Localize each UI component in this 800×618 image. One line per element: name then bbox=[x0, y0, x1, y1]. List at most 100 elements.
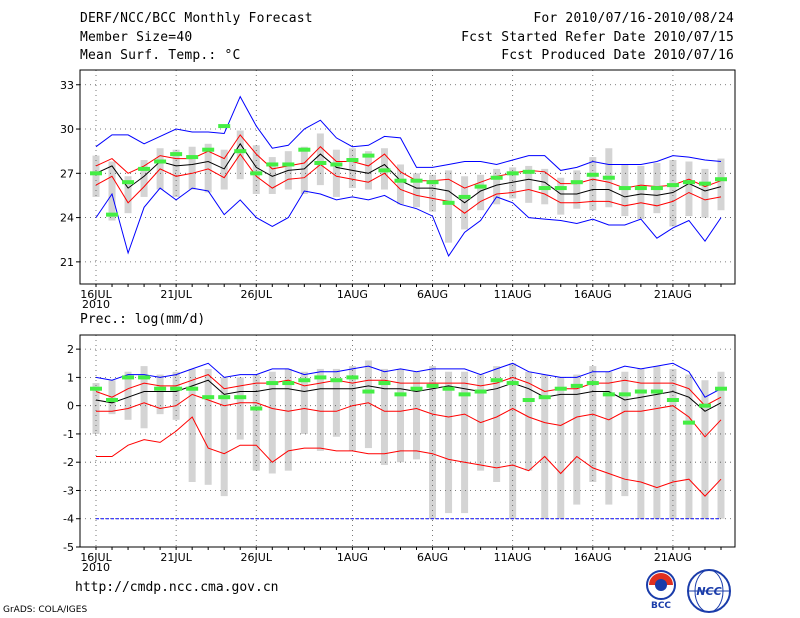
observed-mark bbox=[698, 403, 711, 408]
ensemble-box bbox=[669, 160, 677, 227]
ensemble-box bbox=[364, 151, 372, 190]
observed-mark bbox=[538, 395, 551, 400]
x-tick-label: 26JUL bbox=[241, 551, 273, 564]
observed-mark bbox=[186, 155, 199, 160]
member-size: Member Size=40 bbox=[80, 30, 193, 45]
ensemble-box bbox=[685, 161, 693, 217]
year-label: 2010 bbox=[82, 561, 110, 574]
observed-mark bbox=[234, 149, 247, 154]
series-min bbox=[96, 416, 722, 497]
observed-mark bbox=[458, 392, 471, 397]
y-tick-label: 2 bbox=[67, 343, 74, 356]
observed-mark bbox=[570, 180, 583, 185]
ensemble-box bbox=[413, 173, 421, 208]
ensemble-box bbox=[316, 368, 324, 451]
observed-mark bbox=[715, 386, 727, 391]
ensemble-box bbox=[348, 148, 356, 189]
series-min bbox=[95, 187, 722, 258]
ensemble-box bbox=[557, 177, 565, 215]
observed-mark bbox=[474, 184, 487, 189]
ensemble-box bbox=[637, 165, 645, 220]
ensemble-box bbox=[525, 371, 533, 471]
x-tick-label: 1AUG bbox=[337, 551, 368, 564]
observed-mark bbox=[506, 381, 519, 386]
series-mean bbox=[95, 142, 722, 204]
y-tick-label: -3 bbox=[63, 484, 74, 497]
observed-mark bbox=[650, 186, 663, 191]
ensemble-box bbox=[300, 146, 308, 194]
ensemble-box bbox=[124, 371, 132, 420]
observed-mark bbox=[634, 389, 647, 394]
observed-mark bbox=[154, 159, 167, 164]
precipitation-panel: -5 -4 -3 -2 -1 0 1 2 16JUL 21JUL 26JUL 1AUG 6AUG 11AU… bbox=[63, 334, 736, 574]
y-tick-label: 24 bbox=[60, 212, 74, 225]
observed-mark bbox=[106, 398, 119, 403]
source-url[interactable]: http://cmdp.ncc.cma.gov.cn bbox=[75, 580, 279, 595]
observed-mark bbox=[90, 171, 102, 176]
ensemble-box bbox=[621, 164, 629, 217]
ensemble-box bbox=[332, 368, 340, 437]
observed-mark bbox=[186, 386, 199, 391]
ensemble-box bbox=[284, 368, 292, 471]
ensemble-box bbox=[653, 366, 661, 519]
chart-title: DERF/NCC/BCC Monthly Forecast bbox=[80, 11, 313, 26]
ensemble-box bbox=[124, 176, 132, 214]
observed-mark bbox=[298, 147, 311, 152]
y-tick-label: -1 bbox=[63, 428, 74, 441]
x-tick-label: 16AUG bbox=[574, 288, 612, 301]
x-tick-label: 6AUG bbox=[417, 288, 448, 301]
ensemble-box bbox=[701, 380, 709, 519]
observed-mark bbox=[602, 392, 615, 397]
year-label: 2010 bbox=[82, 298, 110, 311]
observed-mark bbox=[410, 178, 423, 183]
x-tick-label: 1AUG bbox=[337, 288, 368, 301]
ensemble-box bbox=[557, 377, 565, 519]
ensemble-box bbox=[92, 383, 100, 434]
observed-mark bbox=[378, 168, 391, 173]
observed-mark bbox=[442, 386, 455, 391]
observed-mark bbox=[682, 420, 695, 425]
observed-mark bbox=[458, 194, 471, 199]
ensemble-box bbox=[396, 368, 404, 463]
observed-mark bbox=[346, 375, 359, 380]
x-tick-label: 16AUG bbox=[574, 551, 612, 564]
ensemble-box bbox=[525, 165, 533, 203]
series-lower bbox=[95, 153, 722, 214]
observed-mark bbox=[218, 124, 231, 129]
observed-mark bbox=[314, 375, 327, 380]
observed-mark bbox=[154, 386, 167, 391]
ensemble-box bbox=[445, 170, 453, 243]
ensemble-box bbox=[461, 371, 469, 514]
y-tick-label: 30 bbox=[60, 123, 74, 136]
observed-mark bbox=[426, 383, 439, 388]
ensemble-box bbox=[380, 368, 388, 466]
ensemble-box bbox=[637, 368, 645, 519]
observed-mark bbox=[218, 395, 231, 400]
ensemble-box bbox=[204, 368, 212, 485]
temperature-panel: 21 24 27 30 33 16JUL 21JUL 26JUL 1AUG 6AUG 11AUG 16… bbox=[60, 69, 736, 311]
ensemble-box bbox=[236, 377, 244, 440]
ensemble-box bbox=[573, 374, 581, 505]
observed-mark bbox=[202, 147, 215, 152]
ensemble-box bbox=[413, 371, 421, 460]
observed-mark bbox=[474, 389, 487, 394]
y-tick-label: 27 bbox=[60, 167, 74, 180]
y-tick-label: 21 bbox=[60, 256, 74, 269]
ensemble-box bbox=[429, 174, 437, 212]
observed-mark bbox=[666, 398, 679, 403]
observed-mark bbox=[298, 378, 311, 383]
ensemble-box bbox=[589, 157, 597, 211]
ensemble-box bbox=[396, 164, 404, 205]
series-upper bbox=[95, 134, 722, 189]
ensemble-box bbox=[268, 371, 276, 474]
precip-title: Prec.: log(mm/d) bbox=[80, 312, 205, 327]
ensemble-box bbox=[252, 374, 260, 471]
observed-mark bbox=[602, 175, 615, 180]
ensemble-box bbox=[332, 149, 340, 197]
observed-mark bbox=[138, 166, 151, 171]
observed-mark bbox=[202, 395, 215, 400]
forecast-start-date: Fcst Started Refer Date 2010/07/15 bbox=[461, 30, 734, 45]
observed-mark bbox=[282, 381, 295, 386]
ncc-logo-text: NCC bbox=[696, 585, 721, 598]
series-upper bbox=[95, 374, 722, 407]
